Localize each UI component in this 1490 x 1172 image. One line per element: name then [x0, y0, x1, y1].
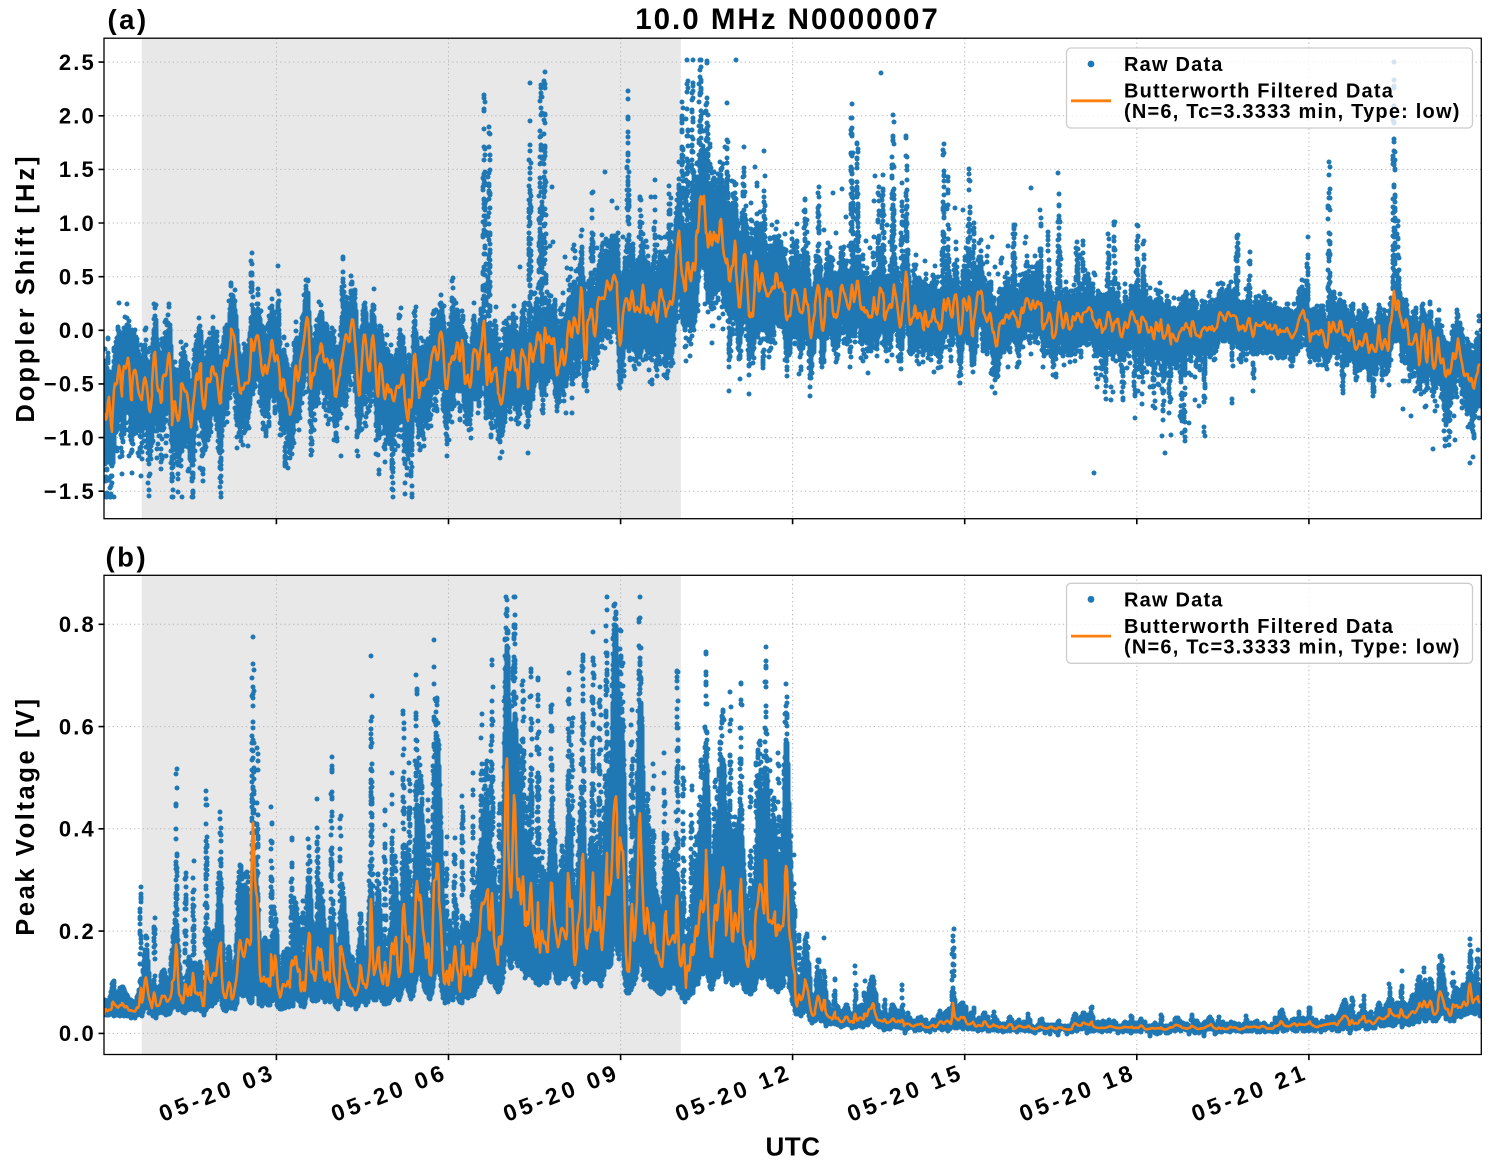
svg-text:0.2: 0.2	[59, 919, 96, 944]
svg-text:Butterworth Filtered Data: Butterworth Filtered Data	[1124, 616, 1394, 638]
svg-text:−1.0: −1.0	[44, 425, 96, 450]
svg-text:Peak Voltage [V]: Peak Voltage [V]	[12, 696, 40, 936]
svg-text:(a): (a)	[108, 4, 149, 35]
svg-text:1.5: 1.5	[59, 157, 96, 182]
svg-text:0.6: 0.6	[59, 714, 96, 739]
svg-text:0.8: 0.8	[59, 612, 96, 637]
svg-text:0.5: 0.5	[59, 265, 96, 290]
svg-text:10.0 MHz N0000007: 10.0 MHz N0000007	[635, 3, 940, 36]
svg-text:−0.5: −0.5	[44, 372, 96, 397]
svg-text:Raw Data: Raw Data	[1124, 589, 1224, 611]
svg-text:Doppler Shift [Hz]: Doppler Shift [Hz]	[12, 153, 40, 422]
svg-text:UTC: UTC	[766, 1132, 821, 1162]
svg-text:0.0: 0.0	[59, 318, 96, 343]
svg-text:Raw Data: Raw Data	[1124, 54, 1224, 76]
svg-text:−1.5: −1.5	[44, 479, 96, 504]
svg-text:0.4: 0.4	[59, 817, 96, 842]
svg-text:(N=6, Tc=3.3333 min, Type: low: (N=6, Tc=3.3333 min, Type: low)	[1124, 636, 1461, 658]
svg-text:2.0: 2.0	[59, 104, 96, 129]
svg-text:1.0: 1.0	[59, 211, 96, 236]
svg-text:2.5: 2.5	[59, 50, 96, 75]
svg-text:Butterworth Filtered Data: Butterworth Filtered Data	[1124, 81, 1394, 103]
svg-text:(N=6, Tc=3.3333 min, Type: low: (N=6, Tc=3.3333 min, Type: low)	[1124, 101, 1461, 123]
svg-text:0.0: 0.0	[59, 1021, 96, 1046]
svg-text:(b): (b)	[106, 542, 149, 573]
